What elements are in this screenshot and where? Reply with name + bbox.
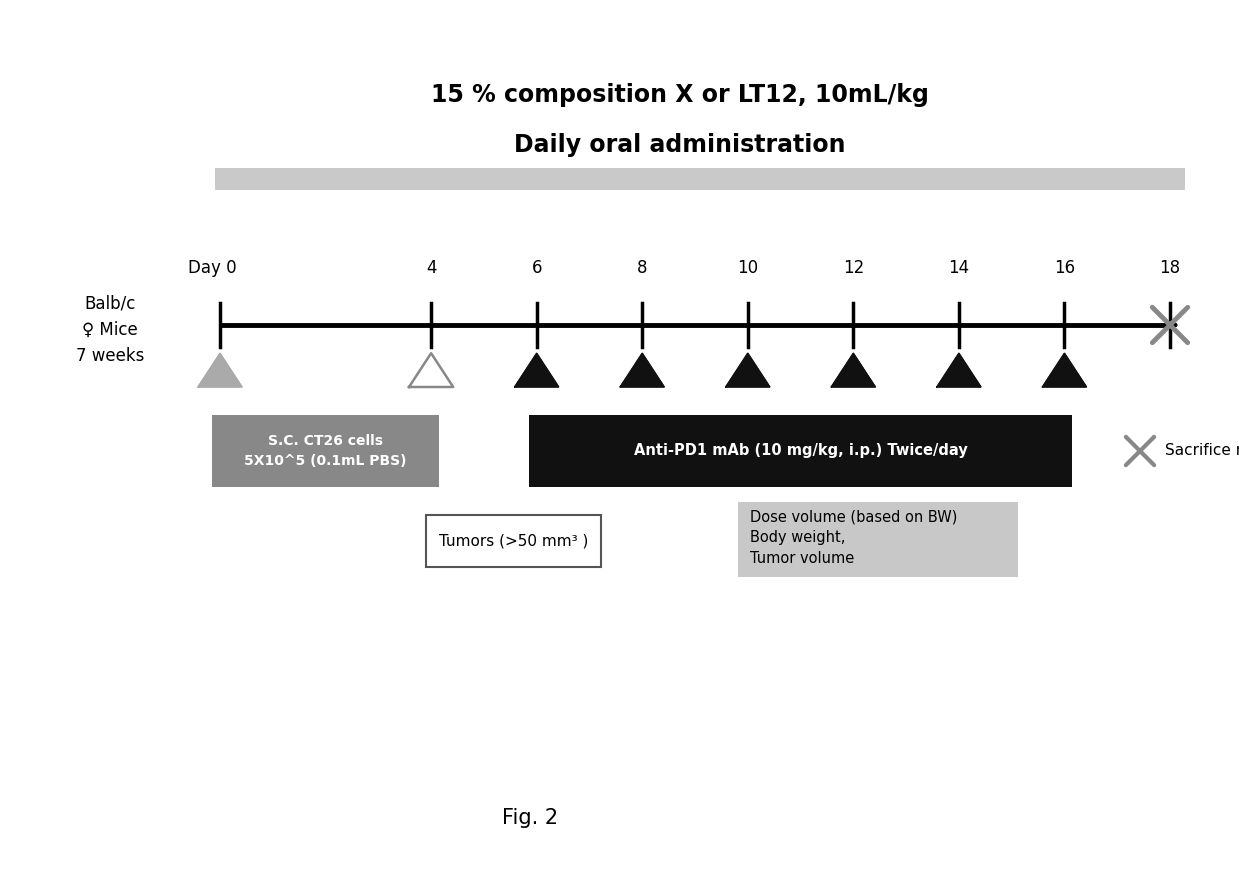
- Polygon shape: [621, 353, 664, 387]
- Bar: [737, 502, 1017, 577]
- Text: 15 % composition X or LT12, 10mL/kg: 15 % composition X or LT12, 10mL/kg: [431, 83, 929, 107]
- Text: 4: 4: [426, 259, 436, 277]
- Text: Anti-PD1 mAb (10 mg/kg, i.p.) Twice/day: Anti-PD1 mAb (10 mg/kg, i.p.) Twice/day: [633, 443, 968, 458]
- Bar: [426, 515, 601, 567]
- Text: Balb/c
♀ Mice
7 weeks: Balb/c ♀ Mice 7 weeks: [76, 295, 144, 366]
- Text: Tumors (>50 mm³ ): Tumors (>50 mm³ ): [439, 533, 589, 548]
- Text: Day 0: Day 0: [187, 259, 237, 277]
- Text: 16: 16: [1054, 259, 1075, 277]
- Polygon shape: [1042, 353, 1087, 387]
- Polygon shape: [409, 353, 453, 387]
- Bar: [212, 415, 439, 487]
- Polygon shape: [937, 353, 981, 387]
- Polygon shape: [198, 353, 242, 387]
- Polygon shape: [831, 353, 876, 387]
- Text: 8: 8: [637, 259, 648, 277]
- Text: 12: 12: [843, 259, 864, 277]
- Polygon shape: [514, 353, 559, 387]
- Text: Dose volume (based on BW)
Body weight,
Tumor volume: Dose volume (based on BW) Body weight, T…: [750, 509, 958, 566]
- Bar: [529, 415, 1073, 487]
- Text: S.C. CT26 cells
5X10^5 (0.1mL PBS): S.C. CT26 cells 5X10^5 (0.1mL PBS): [244, 434, 406, 468]
- Text: 6: 6: [532, 259, 541, 277]
- Polygon shape: [726, 353, 769, 387]
- Text: Sacrifice mice for analysis: Sacrifice mice for analysis: [1165, 443, 1239, 458]
- Text: 10: 10: [737, 259, 758, 277]
- Text: Fig. 2: Fig. 2: [502, 808, 558, 828]
- Bar: [216, 168, 1184, 190]
- Text: 14: 14: [948, 259, 969, 277]
- Text: Daily oral administration: Daily oral administration: [514, 133, 846, 157]
- Text: 18: 18: [1160, 259, 1181, 277]
